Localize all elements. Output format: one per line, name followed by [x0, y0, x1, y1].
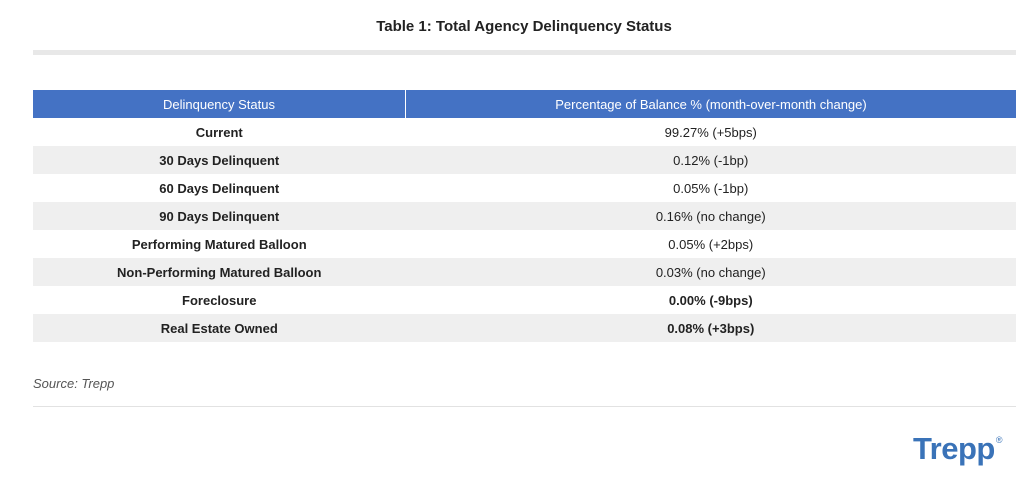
percentage-cell: 99.27% (+5bps) [664, 124, 757, 140]
percentage-cell: 0.12% (-1bp) [405, 146, 1016, 174]
trepp-logo: Trepp® [912, 431, 1003, 467]
delinquency-table: Delinquency Status Percentage of Balance… [33, 90, 1016, 342]
table-row: 60 Days Delinquent 0.05% (-1bp) [33, 174, 1016, 202]
percentage-cell: 0.03% (no change) [405, 258, 1016, 286]
table-row: Performing Matured Balloon 0.05% (+2bps) [33, 230, 1016, 258]
table-row: Current 99.27% (+5bps) [33, 118, 1016, 146]
table-row: 90 Days Delinquent 0.16% (no change) [33, 202, 1016, 230]
status-cell: Current [195, 124, 243, 140]
column-header-percentage: Percentage of Balance % (month-over-mont… [405, 90, 1016, 118]
table-row: Non-Performing Matured Balloon 0.03% (no … [33, 258, 1016, 286]
status-cell: 60 Days Delinquent [159, 180, 280, 196]
source-note: Source: Trepp [33, 376, 115, 391]
registered-mark: ® [995, 435, 1003, 445]
percentage-cell: 0.08% (+3bps) [405, 314, 1016, 342]
table-title: Table 1: Total Agency Delinquency Status [376, 18, 672, 35]
table-header-row: Delinquency Status Percentage of Balance… [33, 90, 1016, 118]
status-cell: 30 Days Delinquent [33, 146, 406, 174]
table-row: Real Estate Owned 0.08% (+3bps) [33, 314, 1016, 342]
percentage-cell: 0.05% (-1bp) [673, 180, 749, 196]
table-row: Foreclosure 0.00% (-9bps) [33, 286, 1016, 314]
title-divider [33, 50, 1016, 55]
column-header-status: Delinquency Status [33, 90, 406, 118]
percentage-cell: 0.00% (-9bps) [668, 292, 753, 308]
table-row: 30 Days Delinquent 0.12% (-1bp) [33, 146, 1016, 174]
logo-text: Trepp [912, 431, 995, 466]
status-cell: Non-Performing Matured Balloon [33, 258, 406, 286]
percentage-cell: 0.05% (+2bps) [668, 236, 754, 252]
status-cell: Performing Matured Balloon [131, 236, 307, 252]
percentage-cell: 0.16% (no change) [405, 202, 1016, 230]
source-divider [33, 406, 1016, 407]
status-cell: Real Estate Owned [33, 314, 406, 342]
status-cell: 90 Days Delinquent [33, 202, 406, 230]
status-cell: Foreclosure [182, 292, 257, 308]
